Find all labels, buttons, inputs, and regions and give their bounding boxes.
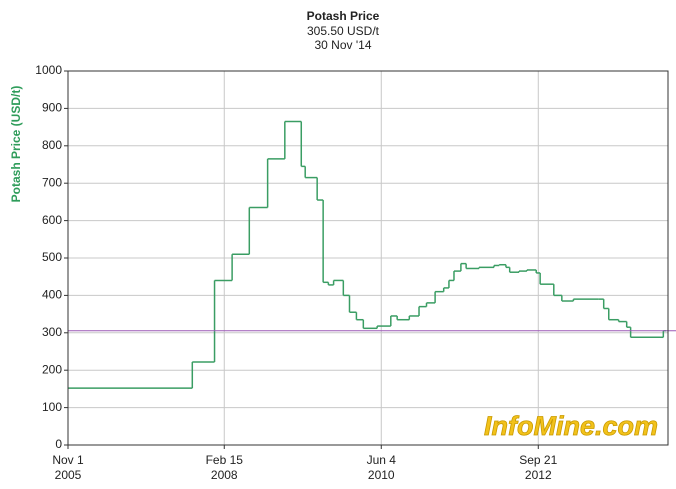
- x-tick-label: 2008: [211, 468, 238, 482]
- current-value: 305.50 USD/t: [307, 24, 380, 38]
- chart-title: Potash Price: [307, 9, 380, 23]
- x-tick-label: 2010: [368, 468, 395, 482]
- y-tick-label: 100: [42, 400, 62, 414]
- y-tick-label: 300: [42, 325, 62, 339]
- chart-date: 30 Nov '14: [315, 38, 372, 52]
- x-tick-label: 2012: [525, 468, 552, 482]
- x-tick-label: Sep 21: [519, 453, 557, 467]
- x-tick-label: Feb 15: [206, 453, 244, 467]
- watermark: InfoMine.com: [484, 411, 658, 441]
- y-tick-label: 900: [42, 101, 62, 115]
- x-tick-label: Jun 4: [367, 453, 397, 467]
- y-tick-label: 700: [42, 175, 62, 189]
- x-tick-label: Nov 1: [52, 453, 84, 467]
- y-tick-label: 200: [42, 362, 62, 376]
- y-axis-label: Potash Price (USD/t): [9, 86, 23, 203]
- y-tick-label: 600: [42, 213, 62, 227]
- y-tick-label: 0: [55, 437, 62, 451]
- y-tick-label: 400: [42, 288, 62, 302]
- y-tick-label: 800: [42, 138, 62, 152]
- y-tick-label: 500: [42, 250, 62, 264]
- y-tick-label: 1000: [35, 63, 62, 77]
- x-tick-label: 2005: [55, 468, 82, 482]
- plot-border: [67, 70, 669, 446]
